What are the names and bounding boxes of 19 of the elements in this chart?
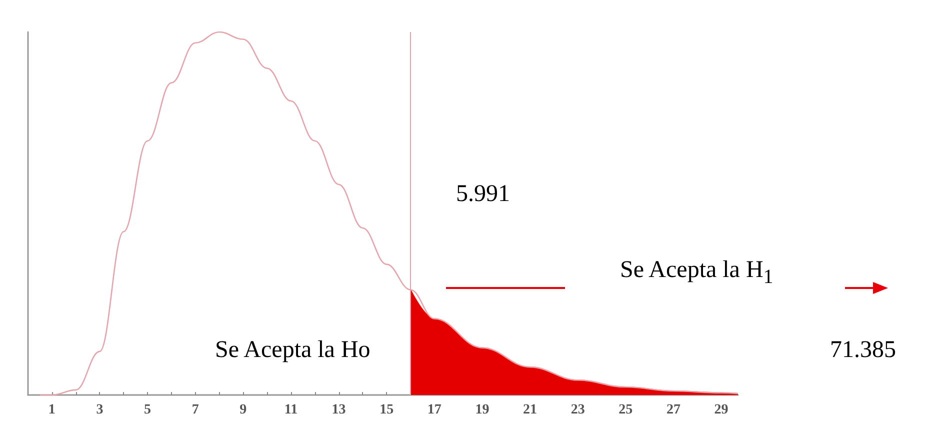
- x-tick-label: 25: [618, 402, 633, 418]
- x-tick-label: 1: [48, 402, 56, 418]
- x-tick-label: 9: [240, 402, 247, 418]
- x-tick-label: 17: [427, 402, 442, 418]
- x-tick-label: 23: [570, 402, 585, 418]
- x-tick-label: 29: [714, 402, 728, 418]
- x-tick-label: 21: [523, 402, 538, 418]
- annotation: 5.991: [456, 181, 510, 207]
- x-tick-label: 15: [380, 402, 394, 418]
- x-tick-label: 27: [666, 402, 680, 418]
- x-tick-label: 11: [284, 402, 298, 418]
- x-tick-label: 3: [96, 402, 104, 418]
- x-tick-label: 13: [332, 402, 346, 418]
- annotation: Se Acepta la H$_{1}$: [620, 257, 774, 288]
- text: 71.385: [830, 337, 896, 363]
- annotation: Se Acepta la Ho: [215, 337, 370, 363]
- x-tick-label: 5: [144, 402, 152, 418]
- x-tick-label: 7: [192, 402, 199, 418]
- x-tick-label: 19: [475, 402, 490, 418]
